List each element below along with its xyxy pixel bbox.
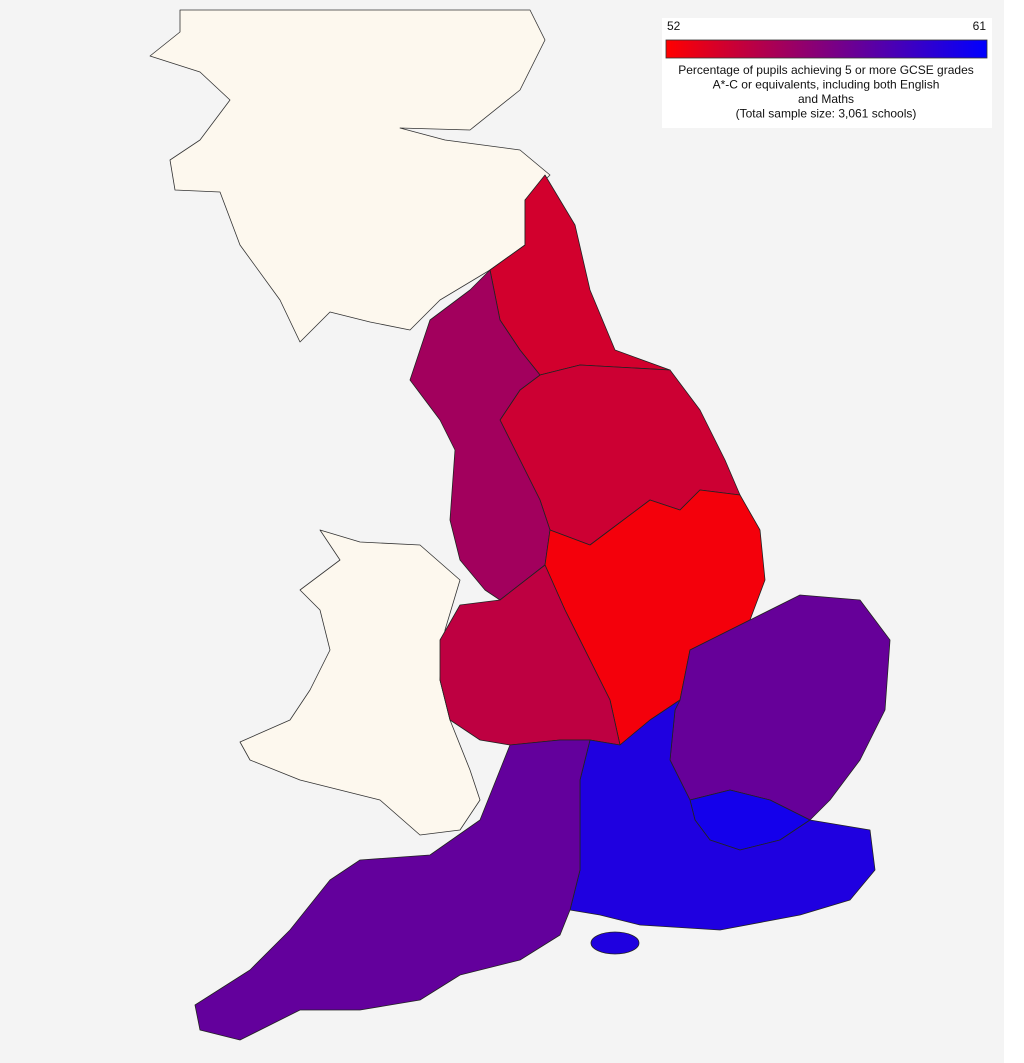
legend-caption: and Maths [798, 92, 854, 106]
colorbar [665, 39, 988, 59]
legend-caption: A*-C or equivalents, including both Engl… [713, 78, 940, 92]
land [149, 9, 551, 343]
land [239, 529, 481, 836]
legend-caption: Percentage of pupils achieving 5 or more… [678, 63, 974, 77]
legend-box [662, 18, 992, 128]
legend-caption: (Total sample size: 3,061 schools) [736, 107, 917, 121]
region [590, 931, 640, 955]
colorbar-min-label: 52 [667, 19, 681, 33]
region [194, 739, 591, 1041]
colorbar-max-label: 61 [973, 19, 987, 33]
